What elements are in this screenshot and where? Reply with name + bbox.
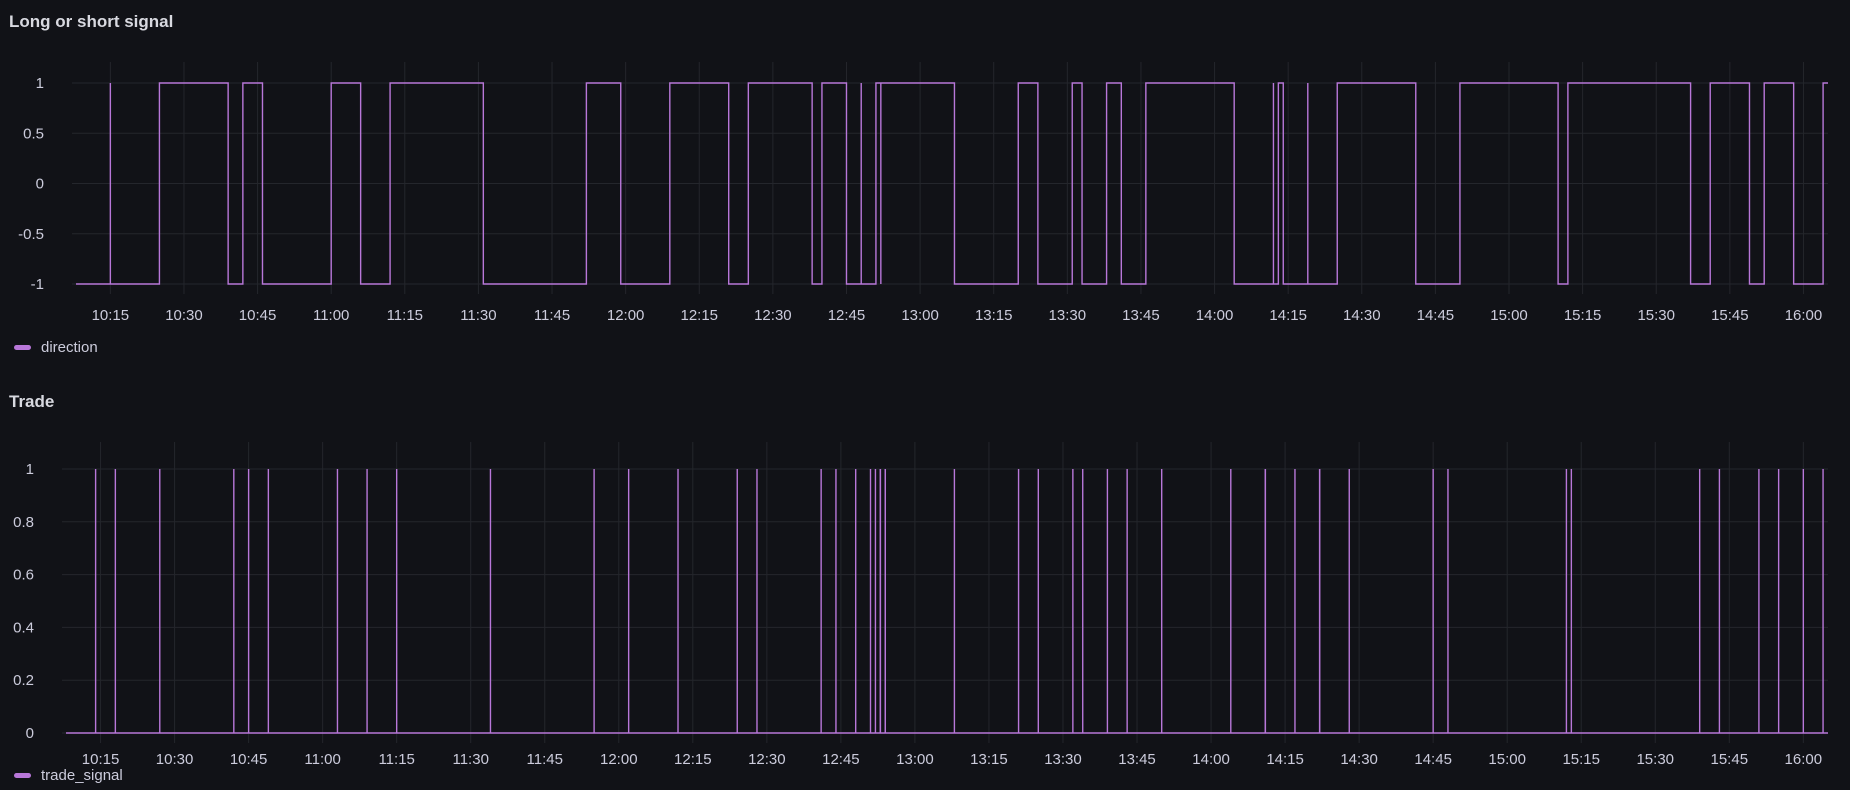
x-tick-label: 12:30 <box>754 307 792 324</box>
x-tick-label: 11:15 <box>387 307 423 324</box>
x-tick-label: 11:00 <box>313 307 349 324</box>
y-tick-label: 0.5 <box>23 125 44 142</box>
x-tick-label: 15:00 <box>1488 751 1526 768</box>
x-tick-label: 10:15 <box>82 751 120 768</box>
x-tick-label: 11:45 <box>534 307 570 324</box>
x-tick-label: 13:15 <box>970 751 1008 768</box>
x-tick-label: 14:15 <box>1269 307 1307 324</box>
x-tick-label: 14:00 <box>1196 307 1234 324</box>
x-tick-label: 13:00 <box>896 751 934 768</box>
x-tick-label: 16:00 <box>1785 307 1823 324</box>
series-line-direction <box>76 82 1828 285</box>
y-tick-label: -0.5 <box>18 226 44 243</box>
x-tick-label: 13:15 <box>975 307 1013 324</box>
x-tick-label: 14:45 <box>1417 307 1455 324</box>
x-tick-label: 10:45 <box>230 751 268 768</box>
panel-title: Trade <box>9 392 55 411</box>
x-tick-label: 11:00 <box>304 751 340 768</box>
x-tick-label: 12:45 <box>828 307 866 324</box>
x-tick-label: 12:30 <box>748 751 786 768</box>
x-tick-label: 14:00 <box>1192 751 1230 768</box>
legend-label: trade_signal <box>41 767 123 784</box>
x-tick-label: 12:15 <box>680 307 718 324</box>
legend-item-trade-signal[interactable]: trade_signal <box>14 767 123 784</box>
x-tick-label: 16:00 <box>1785 751 1823 768</box>
x-tick-label: 15:15 <box>1562 751 1600 768</box>
x-tick-label: 13:45 <box>1118 751 1156 768</box>
x-tick-label: 12:00 <box>607 307 645 324</box>
x-tick-label: 13:00 <box>901 307 939 324</box>
x-tick-label: 10:30 <box>165 307 203 324</box>
x-tick-label: 10:45 <box>239 307 277 324</box>
x-tick-label: 10:15 <box>92 307 130 324</box>
x-tick-label: 13:30 <box>1044 751 1082 768</box>
x-tick-label: 10:30 <box>156 751 194 768</box>
x-tick-label: 15:00 <box>1490 307 1528 324</box>
trade-panel: Trade 1 0.8 0.6 0.4 0.2 0 10:15 10:30 10:45 11:00… <box>0 380 1850 790</box>
y-tick-label: 0.8 <box>13 514 34 531</box>
direction-chart[interactable]: 1 0.5 0 -0.5 -1 10:15 10:30 10:45 11:00 11:15 11:3… <box>0 0 1850 380</box>
direction-panel: Long or short signal 1 0.5 0 -0.5 -1 10:15 10:… <box>0 0 1850 380</box>
x-tick-label: 15:30 <box>1636 751 1674 768</box>
x-tick-label: 12:15 <box>674 751 712 768</box>
x-tick-label: 13:45 <box>1122 307 1160 324</box>
x-tick-label: 12:45 <box>822 751 860 768</box>
y-tick-label: 0.2 <box>13 672 34 689</box>
legend-label: direction <box>41 339 98 356</box>
x-tick-label: 12:00 <box>600 751 638 768</box>
x-tick-label: 11:45 <box>527 751 563 768</box>
y-tick-label: 1 <box>26 461 34 478</box>
legend-color-swatch <box>14 773 31 778</box>
y-tick-label: 1 <box>36 75 44 92</box>
x-tick-label: 15:45 <box>1711 307 1749 324</box>
y-tick-label: 0.6 <box>13 567 34 584</box>
x-tick-label: 13:30 <box>1049 307 1087 324</box>
y-tick-label: 0.4 <box>13 619 34 636</box>
trade-chart[interactable]: 1 0.8 0.6 0.4 0.2 0 10:15 10:30 10:45 11:00 11:15 1… <box>0 380 1850 790</box>
x-tick-label: 11:15 <box>378 751 414 768</box>
x-tick-label: 14:30 <box>1343 307 1381 324</box>
x-tick-label: 14:45 <box>1414 751 1452 768</box>
x-tick-label: 11:30 <box>452 751 488 768</box>
legend-color-swatch <box>14 345 31 350</box>
y-tick-label: 0 <box>36 176 44 193</box>
x-tick-label: 14:15 <box>1266 751 1304 768</box>
x-tick-label: 14:30 <box>1340 751 1378 768</box>
x-tick-label: 15:30 <box>1637 307 1675 324</box>
x-tick-label: 15:45 <box>1711 751 1749 768</box>
y-tick-label: -1 <box>31 276 44 293</box>
y-tick-label: 0 <box>26 725 34 742</box>
legend-item-direction[interactable]: direction <box>14 339 98 356</box>
panel-title: Long or short signal <box>9 12 174 31</box>
x-tick-label: 11:30 <box>460 307 496 324</box>
x-tick-label: 15:15 <box>1564 307 1602 324</box>
